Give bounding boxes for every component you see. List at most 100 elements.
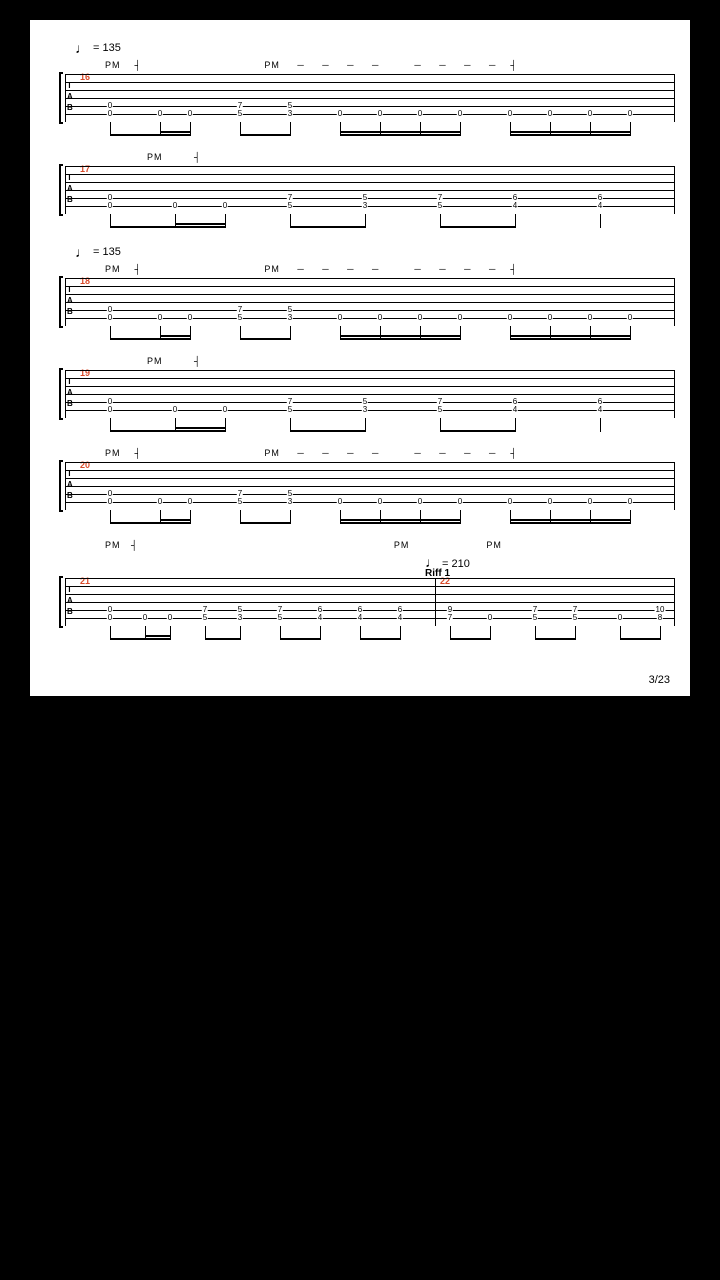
fret-number: 0 [507,498,513,506]
fret-number: 5 [572,614,578,622]
fret-number: 7 [447,614,453,622]
tab-staff: 20TAB0000755300000000 [55,462,675,512]
fret-number: 5 [437,406,443,414]
tab-staff: 19TAB00007553756464 [55,370,675,420]
fret-number: 0 [337,110,343,118]
measure-block: PM ┤17TAB00007553756464 [45,152,675,216]
tab-staff: 17TAB00007553756464 [55,166,675,216]
fret-number: 0 [377,498,383,506]
measure-block: PM ┤19TAB00007553756464 [45,356,675,420]
system-bracket [59,368,63,420]
fret-number: 3 [362,406,368,414]
fret-number: 0 [487,614,493,622]
fret-number: 0 [587,110,593,118]
fret-number: 4 [597,406,603,414]
fret-number: 0 [587,314,593,322]
palm-mute-row: PM ┤ [45,356,675,368]
tab-clef: TAB [67,284,73,317]
fret-number: 5 [237,314,243,322]
fret-number: 4 [397,614,403,622]
fret-number: 0 [627,498,633,506]
fret-number: 5 [437,202,443,210]
fret-number: 0 [457,314,463,322]
fret-number: 4 [512,202,518,210]
fret-number: 0 [157,498,163,506]
page-number: 3/23 [649,674,670,686]
fret-number: 0 [547,314,553,322]
fret-number: 5 [287,406,293,414]
measure-block: ♩= 135PM ┤ PM ─ ─ ─ ─ ─ ─ ─ ─ ┤16TAB0000… [45,40,675,124]
fret-number: 0 [547,110,553,118]
fret-number: 0 [377,110,383,118]
fret-number: 0 [222,406,228,414]
fret-number: 0 [107,406,113,414]
fret-number: 0 [142,614,148,622]
fret-number: 0 [157,110,163,118]
fret-number: 0 [337,314,343,322]
fret-number: 0 [107,498,113,506]
measure-block: PM ┤ PM PM♩ = 210Riff 12122TAB0000755375… [45,540,675,628]
fret-number: 0 [107,202,113,210]
tab-staff: 18TAB0000755300000000 [55,278,675,328]
palm-mute-row: PM ┤ PM ─ ─ ─ ─ ─ ─ ─ ─ ┤ [45,448,675,460]
fret-number: 4 [597,202,603,210]
tab-clef: TAB [67,376,73,409]
measure-block: PM ┤ PM ─ ─ ─ ─ ─ ─ ─ ─ ┤20TAB0000755300… [45,448,675,512]
palm-mute-row: PM ┤ [45,152,675,164]
fret-number: 0 [167,614,173,622]
fret-number: 0 [417,498,423,506]
fret-number: 5 [237,498,243,506]
fret-number: 5 [202,614,208,622]
fret-number: 0 [107,314,113,322]
palm-mute-row: PM ┤ PM ─ ─ ─ ─ ─ ─ ─ ─ ┤ [45,264,675,276]
fret-number: 0 [172,202,178,210]
fret-number: 0 [457,498,463,506]
fret-number: 0 [627,314,633,322]
fret-number: 3 [287,314,293,322]
fret-number: 3 [287,110,293,118]
fret-number: 0 [337,498,343,506]
fret-number: 5 [277,614,283,622]
fret-number: 0 [222,202,228,210]
tab-page: ♩= 135PM ┤ PM ─ ─ ─ ─ ─ ─ ─ ─ ┤16TAB0000… [30,20,690,696]
fret-number: 0 [107,614,113,622]
tab-clef: TAB [67,584,73,617]
system-bracket [59,576,63,628]
fret-number: 0 [417,314,423,322]
fret-number: 0 [172,406,178,414]
system-bracket [59,460,63,512]
fret-number: 4 [357,614,363,622]
measure-block: ♩= 135PM ┤ PM ─ ─ ─ ─ ─ ─ ─ ─ ┤18TAB0000… [45,244,675,328]
fret-number: 0 [107,110,113,118]
fret-number: 0 [507,314,513,322]
tempo-marking: ♩= 135 [45,40,675,56]
fret-number: 0 [627,110,633,118]
system-bracket [59,164,63,216]
tab-staff: 16TAB0000755300000000 [55,74,675,124]
fret-number: 0 [507,110,513,118]
fret-number: 8 [657,614,663,622]
fret-number: 4 [512,406,518,414]
tab-clef: TAB [67,172,73,205]
fret-number: 0 [587,498,593,506]
tempo-marking: ♩= 135 [45,244,675,260]
fret-number: 0 [377,314,383,322]
fret-number: 0 [187,110,193,118]
fret-number: 0 [417,110,423,118]
fret-number: 0 [547,498,553,506]
fret-number: 3 [237,614,243,622]
fret-number: 5 [532,614,538,622]
palm-mute-row: PM ┤ PM ─ ─ ─ ─ ─ ─ ─ ─ ┤ [45,60,675,72]
fret-number: 0 [617,614,623,622]
fret-number: 3 [362,202,368,210]
fret-number: 0 [457,110,463,118]
system-bracket [59,276,63,328]
fret-number: 0 [187,498,193,506]
tab-staff: 2122TAB000075537564646497075750108 [55,578,675,628]
fret-number: 0 [157,314,163,322]
tab-clef: TAB [67,80,73,113]
fret-number: 5 [287,202,293,210]
system-bracket [59,72,63,124]
fret-number: 4 [317,614,323,622]
palm-mute-row: PM ┤ PM PM [45,540,675,552]
